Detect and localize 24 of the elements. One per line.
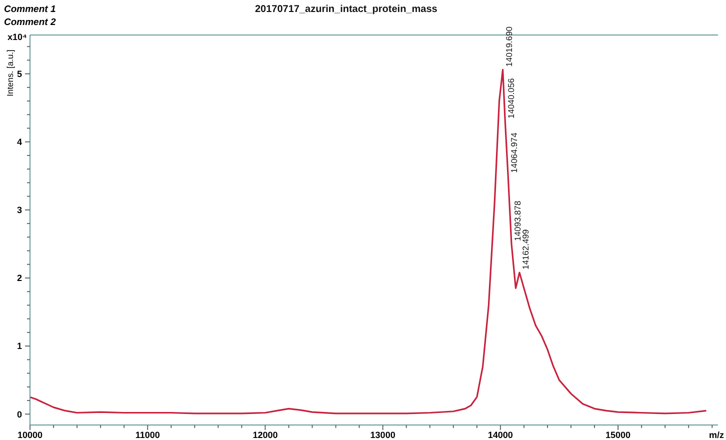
annotation: 14040.056: [506, 78, 516, 118]
text: Comment 1: [4, 4, 56, 15]
y-tick-label: 4: [16, 137, 22, 148]
y-tick-label: 1: [16, 341, 22, 352]
text: x10⁴: [8, 32, 27, 42]
y-tick-label: 5: [16, 68, 22, 79]
y-tick-label: 2: [16, 273, 22, 284]
x-tick-label: 15000: [606, 430, 631, 440]
chart-title: 20170717_azurin_intact_protein_mass: [255, 4, 438, 15]
x-tick-label: 12000: [252, 430, 278, 440]
text: Comment 2: [4, 17, 56, 28]
annotation: 14064.974: [509, 132, 520, 173]
x-tick-label: 11000: [135, 430, 160, 440]
line-series: [29, 68, 708, 414]
y-tick-label: 3: [16, 205, 22, 216]
y-axis-title: Intens. [a.u.]: [5, 50, 15, 96]
annotation: 14093.878: [512, 200, 522, 241]
annotation: 14019.690: [504, 26, 514, 67]
x-tick-label: 13000: [370, 430, 396, 440]
x-tick-label: 14000: [488, 430, 513, 440]
x-axis-title: m/z: [708, 430, 724, 440]
x-tick-label: 10000: [17, 430, 43, 440]
y-tick-label: 0: [16, 409, 22, 420]
annotation: 14162.499: [520, 229, 530, 270]
